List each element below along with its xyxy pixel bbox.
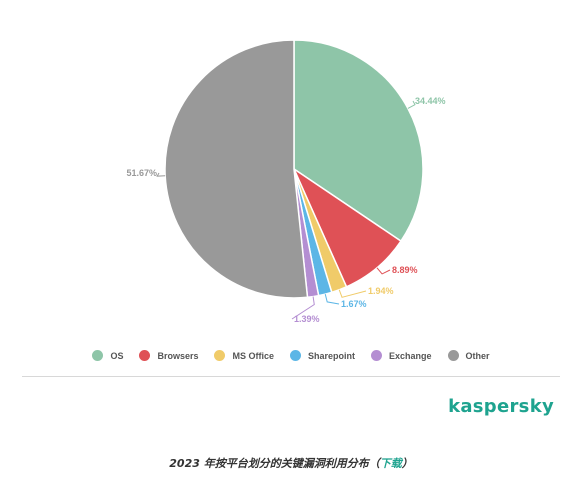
data-label-other: 51.67% [126, 168, 157, 178]
legend-item-ms-office[interactable]: MS Office [214, 350, 274, 361]
kaspersky-logo: kaspersky [448, 396, 554, 417]
data-label-ms-office: 1.94% [368, 286, 394, 296]
caption-text: 2023 年按平台划分的关键漏洞利用分布 [169, 457, 369, 470]
pie-chart: 34.44% 8.89% 1.94%1.67% 1.39% 51.67% [126, 39, 446, 324]
legend-label: Browsers [157, 350, 199, 361]
legend-label: Sharepoint [308, 350, 356, 361]
label-connector-sharepoint [324, 294, 340, 305]
data-label-sharepoint: 1.67% [341, 299, 367, 309]
legend-swatch [214, 350, 226, 361]
legend-swatch [92, 350, 104, 361]
data-label-exchange: 1.39% [294, 314, 320, 324]
label-connector-os [407, 100, 416, 109]
label-connector-browsers [376, 267, 391, 275]
legend-item-os[interactable]: OS [92, 350, 123, 361]
divider [22, 376, 560, 377]
legend-swatch [371, 350, 383, 361]
chart-legend: OS Browsers MS Office Sharepoint Exchange Oth… [0, 350, 582, 361]
legend-item-other[interactable]: Other [447, 350, 490, 361]
legend-label: MS Office [232, 350, 274, 361]
legend-item-exchange[interactable]: Exchange [371, 350, 432, 361]
data-label-os: 34.44% [415, 96, 446, 106]
label-connector-exchange [291, 296, 315, 320]
legend-swatch [290, 350, 301, 361]
data-label-browsers: 8.89% [392, 265, 418, 275]
pie-slice-other [164, 39, 309, 299]
download-link[interactable]: 下载 [379, 457, 402, 470]
legend-swatch [139, 350, 151, 361]
legend-item-browsers[interactable]: Browsers [139, 350, 198, 361]
label-connector-other [156, 172, 166, 177]
label-connector-ms-office [338, 289, 367, 298]
caption-close-paren: ） [401, 457, 413, 470]
legend-label: Other [465, 350, 490, 361]
legend-swatch [447, 350, 459, 361]
legend-item-sharepoint[interactable]: Sharepoint [290, 350, 355, 361]
figure-caption: 2023 年按平台划分的关键漏洞利用分布（下载） [0, 455, 582, 471]
legend-label: Exchange [389, 350, 432, 361]
legend-label: OS [110, 350, 124, 361]
caption-open-paren: （ [368, 457, 380, 470]
